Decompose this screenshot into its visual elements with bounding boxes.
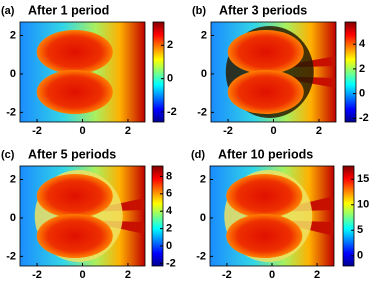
colorbar-tick-label: 6	[166, 188, 172, 200]
lobe	[227, 70, 304, 114]
y-tick-label: -2	[6, 250, 16, 262]
colorbar	[152, 21, 165, 123]
x-tick-label: -2	[223, 125, 233, 137]
y-tick-label: 0	[10, 212, 16, 224]
colorbar-tick-label: 0	[167, 73, 173, 85]
colorbar-tick-label: -2	[166, 257, 176, 269]
x-tick-label: 2	[125, 269, 131, 281]
y-tick-label: 2	[10, 29, 16, 41]
x-tick-label: 0	[270, 125, 276, 137]
y-tick-label: -2	[197, 106, 207, 118]
colorbar	[342, 165, 355, 267]
x-tick-label: -2	[222, 269, 232, 281]
y-tick-label: 0	[10, 68, 16, 80]
panel-title: After 3 periods	[219, 3, 307, 17]
panel-title: After 10 periods	[218, 147, 313, 161]
x-tick-label: 0	[269, 269, 275, 281]
colorbar-tick-label: 0	[357, 250, 363, 262]
y-tick-label: 0	[201, 68, 207, 80]
x-tick-label: 2	[125, 125, 131, 137]
lobe	[36, 174, 113, 218]
lobe	[36, 70, 113, 114]
colorbar-tick-label: 15	[357, 173, 369, 185]
colorbar	[151, 165, 164, 267]
x-tick-label: -2	[32, 269, 42, 281]
x-tick-label: -2	[32, 125, 42, 137]
y-tick-label: 2	[201, 29, 207, 41]
y-tick-label: -2	[6, 106, 16, 118]
lobe	[36, 214, 113, 258]
y-tick-label: 2	[10, 173, 16, 185]
panel-label: (d)	[191, 149, 205, 161]
x-tick-label: 0	[79, 269, 85, 281]
panel-title: After 5 periods	[28, 147, 116, 161]
colorbar-tick-label: -2	[359, 112, 369, 124]
lobe	[226, 214, 303, 258]
lobe	[226, 174, 303, 218]
heatmap	[20, 166, 145, 266]
lobe	[36, 30, 113, 74]
colorbar-tick-label: 2	[167, 39, 173, 51]
y-tick-label: -2	[196, 250, 206, 262]
x-tick-label: 2	[314, 269, 320, 281]
colorbar-tick-label: 10	[357, 199, 369, 211]
panel-title: After 1 period	[28, 3, 109, 17]
colorbar-tick-label: 8	[166, 170, 172, 182]
panel-label: (b)	[192, 5, 206, 17]
x-tick-label: 0	[79, 125, 85, 137]
colorbar-tick-label: 2	[166, 223, 172, 235]
y-tick-label: 2	[200, 173, 206, 185]
heatmap	[210, 166, 334, 266]
lobe	[227, 30, 304, 74]
colorbar-tick-label: 4	[166, 205, 173, 217]
colorbar-tick-label: 4	[359, 38, 366, 50]
colorbar-tick-label: 0	[166, 240, 172, 252]
colorbar-tick-label: 2	[359, 63, 365, 75]
colorbar-tick-label: -2	[167, 106, 177, 118]
x-tick-label: 2	[316, 125, 322, 137]
panel-label: (c)	[1, 149, 15, 161]
panel-label: (a)	[1, 5, 15, 17]
colorbar-tick-label: 5	[357, 224, 363, 236]
colorbar-tick-label: 0	[359, 88, 365, 100]
heatmap	[20, 22, 145, 122]
heatmap	[211, 22, 336, 122]
y-tick-label: 0	[200, 212, 206, 224]
colorbar	[344, 21, 357, 123]
